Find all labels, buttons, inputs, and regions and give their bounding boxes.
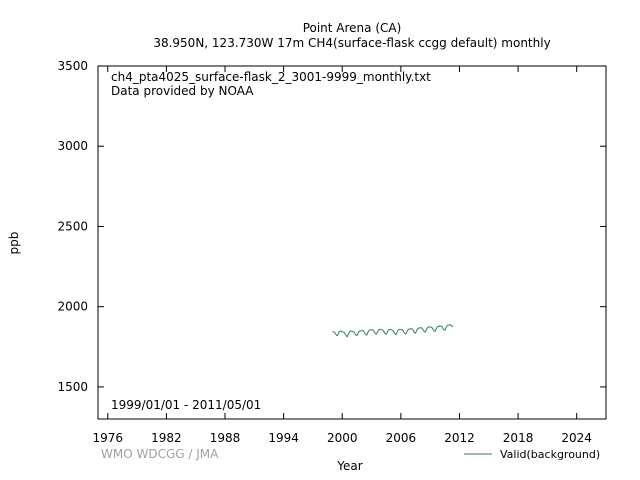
x-tick-label: 1988: [210, 431, 241, 445]
legend-label: Valid(background): [500, 448, 600, 461]
x-tick-label: 2012: [444, 431, 475, 445]
plot-frame: [97, 65, 607, 420]
file-label: ch4_pta4025_surface-flask_2_3001-9999_mo…: [111, 70, 431, 84]
x-tick-label: 2018: [503, 431, 534, 445]
y-tick-label: 3000: [57, 139, 88, 153]
x-axis: 1976 1982 1988 1994 2000 2006 2012 2018 2024: [92, 66, 592, 445]
y-tick-label: 2000: [57, 300, 88, 314]
period-label: 1999/01/01 - 2011/05/01: [111, 398, 261, 412]
chart-subtitle: 38.950N, 123.730W 17m CH4(surface-flask …: [153, 36, 550, 50]
y-axis-label: ppb: [7, 232, 21, 255]
series-line-valid-background: [332, 324, 454, 338]
chart-title: Point Arena (CA): [303, 21, 402, 35]
y-tick-label: 1500: [57, 380, 88, 394]
x-axis-label: Year: [336, 459, 362, 473]
provider-label: Data provided by NOAA: [111, 84, 254, 98]
y-tick-label: 3500: [57, 59, 88, 73]
y-tick-label: 2500: [57, 219, 88, 233]
x-tick-label: 1982: [151, 431, 182, 445]
x-tick-label: 2006: [386, 431, 417, 445]
x-tick-label: 2000: [327, 431, 358, 445]
x-tick-label: 1994: [268, 431, 299, 445]
x-tick-label: 2024: [561, 431, 592, 445]
y-axis: 1500 2000 2500 3000 3500: [57, 59, 606, 394]
credit-label: WMO WDCGG / JMA: [101, 447, 219, 461]
x-tick-label: 1976: [92, 431, 123, 445]
